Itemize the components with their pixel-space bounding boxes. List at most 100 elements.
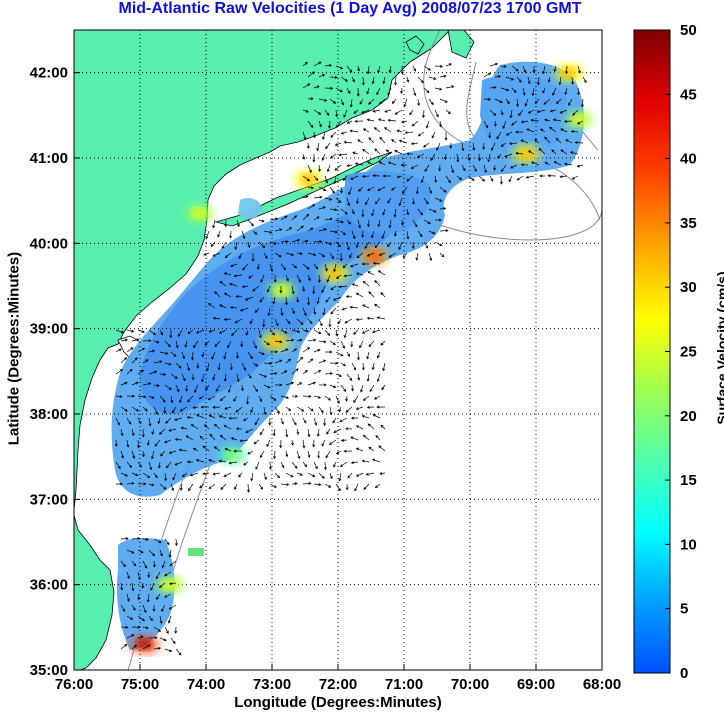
current-vector-arrow xyxy=(148,417,152,427)
current-vector-arrow xyxy=(153,626,162,632)
current-vector-arrow xyxy=(362,148,370,155)
current-vector-arrow xyxy=(366,316,375,320)
current-vector-arrow xyxy=(518,109,524,117)
current-vector-arrow xyxy=(190,424,199,430)
current-vector-arrow xyxy=(219,434,227,441)
current-vector-arrow xyxy=(500,142,507,147)
current-vector-arrow xyxy=(367,186,375,191)
current-vector-arrow xyxy=(153,340,160,344)
current-vector-arrow xyxy=(269,241,277,245)
current-vector-arrow xyxy=(142,339,152,343)
current-vector-arrow xyxy=(509,109,513,119)
current-vector-arrow xyxy=(396,175,403,179)
current-vector-arrow xyxy=(508,175,513,183)
current-vector-arrow xyxy=(211,351,216,360)
current-vector-arrow xyxy=(175,340,179,349)
current-vector-arrow xyxy=(369,384,375,393)
current-vector-arrow xyxy=(345,406,353,413)
current-vector-arrow xyxy=(313,461,318,470)
current-vector-arrow xyxy=(296,225,304,232)
current-vector-arrow xyxy=(355,425,364,430)
current-vector-arrow xyxy=(231,329,238,337)
current-vector-arrow xyxy=(402,186,408,195)
current-vector-arrow xyxy=(126,394,135,398)
current-vector-arrow xyxy=(120,604,126,612)
current-vector-arrow xyxy=(296,428,300,435)
current-vector-arrow xyxy=(318,164,322,173)
current-vector-arrow xyxy=(346,87,351,94)
current-vector-arrow xyxy=(338,153,348,157)
current-vector-arrow xyxy=(233,274,243,278)
current-vector-arrow xyxy=(184,340,188,348)
current-vector-arrow xyxy=(120,406,128,412)
current-vector-arrow xyxy=(489,109,497,116)
current-vector-arrow xyxy=(313,348,321,353)
current-vector-arrow xyxy=(208,414,216,419)
current-vector-arrow xyxy=(434,241,443,247)
current-vector-arrow xyxy=(168,604,177,610)
colorbar-tick-label: 25 xyxy=(680,344,697,361)
current-vector-arrow xyxy=(142,560,148,569)
current-vector-arrow xyxy=(137,347,146,353)
current-vector-arrow xyxy=(478,153,482,162)
current-vector-arrow xyxy=(522,65,527,74)
current-vector-arrow xyxy=(302,481,312,485)
current-vector-arrow xyxy=(351,283,359,287)
current-vector-arrow xyxy=(153,538,162,543)
current-vector-arrow xyxy=(252,384,259,393)
chart-title: Mid-Atlantic Raw Velocities (1 Day Avg) … xyxy=(118,0,582,17)
current-vector-arrow xyxy=(280,240,289,244)
current-vector-arrow xyxy=(126,615,134,620)
current-vector-arrow xyxy=(126,439,130,448)
current-vector-arrow xyxy=(493,120,497,127)
current-vector-arrow xyxy=(126,571,130,579)
current-vector-arrow xyxy=(274,318,279,327)
current-vector-arrow xyxy=(120,428,124,437)
current-vector-arrow xyxy=(551,149,557,155)
current-vector-arrow xyxy=(534,98,540,104)
current-vector-arrow xyxy=(376,405,386,409)
current-vector-arrow xyxy=(516,98,520,108)
current-vector-arrow xyxy=(224,252,232,258)
current-vector-arrow xyxy=(318,340,327,344)
current-vector-arrow xyxy=(285,252,295,257)
current-vector-arrow xyxy=(402,252,408,259)
current-vector-arrow xyxy=(400,163,407,167)
current-vector-arrow xyxy=(252,362,259,367)
current-vector-arrow xyxy=(329,186,335,194)
current-vector-arrow xyxy=(312,285,316,295)
current-vector-arrow xyxy=(164,593,172,598)
current-vector-arrow xyxy=(223,472,232,477)
current-vector-arrow xyxy=(366,373,370,382)
high-speed-zone-core xyxy=(137,639,152,650)
current-vector-arrow xyxy=(250,406,254,413)
current-vector-arrow xyxy=(318,383,327,387)
current-vector-arrow xyxy=(346,65,353,73)
current-vector-arrow xyxy=(568,98,573,106)
current-vector-arrow xyxy=(245,428,254,433)
current-vector-arrow xyxy=(233,395,238,402)
current-vector-arrow xyxy=(268,461,272,470)
current-vector-arrow xyxy=(361,76,365,86)
current-vector-arrow xyxy=(242,417,249,421)
x-tick-label: 73:00 xyxy=(253,676,291,693)
current-vector-arrow xyxy=(339,417,348,423)
current-vector-arrow xyxy=(345,483,349,491)
current-vector-arrow xyxy=(302,153,306,161)
x-tick-label: 71:00 xyxy=(385,676,423,693)
current-vector-arrow xyxy=(235,295,243,298)
current-vector-arrow xyxy=(367,219,371,228)
current-vector-arrow xyxy=(361,329,370,334)
current-vector-arrow xyxy=(291,285,295,295)
y-tick-label: 40:00 xyxy=(30,235,68,252)
current-vector-arrow xyxy=(423,87,430,94)
current-vector-arrow xyxy=(241,285,249,289)
current-vector-arrow xyxy=(366,118,375,122)
current-vector-arrow xyxy=(206,362,210,372)
current-vector-arrow xyxy=(357,139,364,144)
current-vector-arrow xyxy=(379,472,386,476)
current-vector-arrow xyxy=(364,197,370,206)
current-vector-arrow xyxy=(357,219,361,229)
current-vector-arrow xyxy=(515,130,524,134)
current-vector-arrow xyxy=(420,175,425,184)
